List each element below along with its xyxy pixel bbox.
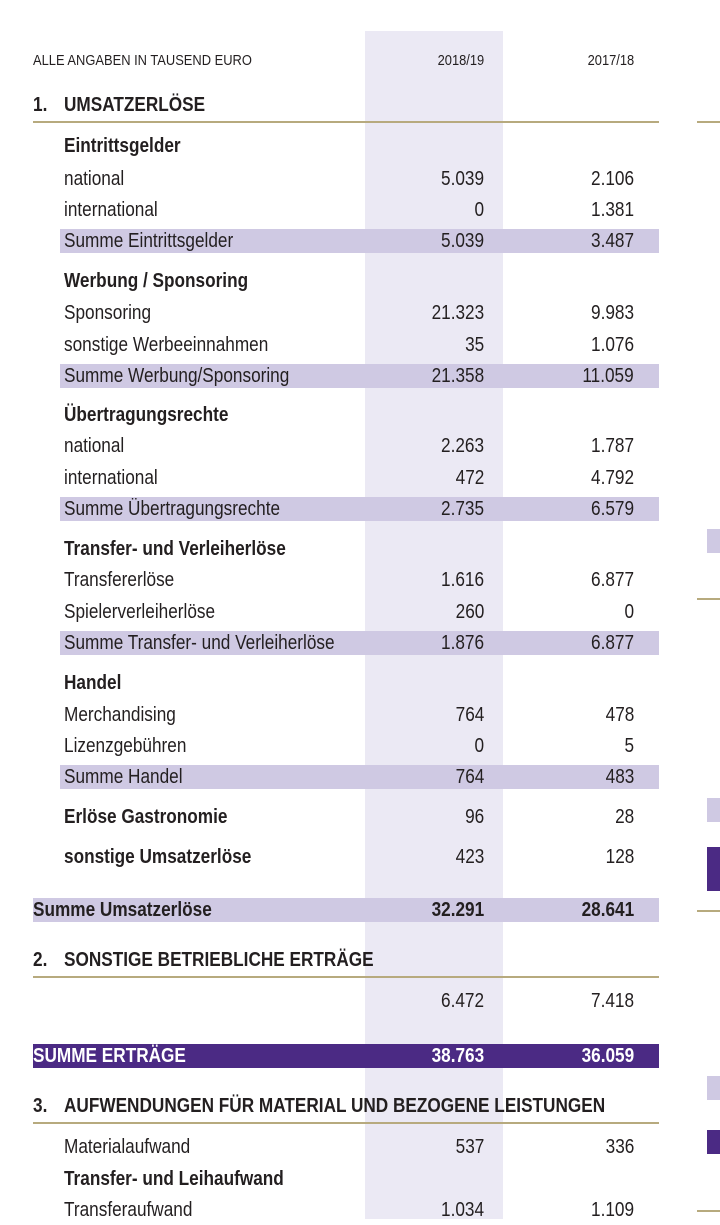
value-2018-19: 96 [464,806,484,828]
row-label: national [64,168,125,190]
section-3-title: AUFWENDUNGEN FÜR MATERIAL UND BEZOGENE L… [64,1095,606,1117]
section-1-number: 1. [33,94,48,116]
section-2-title: SONSTIGE BETRIEBLICHE ERTRÄGE [64,949,374,971]
subtotal-band [60,364,659,388]
row-label: Sponsoring [64,302,152,324]
row-label: Transfererlöse [64,569,175,591]
row-label: Merchandising [64,704,176,726]
row-label: sonstige Werbeeinnahmen [64,334,269,356]
value-2018-19: 537 [455,1136,484,1158]
value-2018-19: 0 [474,199,484,221]
value-2017-18: 0 [624,601,634,623]
subtotal-2017-18: 483 [605,766,634,788]
fragment-rule [697,1210,720,1212]
grand-total-band [33,1044,659,1068]
subtotal-band [60,229,659,253]
value-2017-18: 9.983 [590,302,634,324]
value-2018-19: 6.472 [440,990,484,1012]
value-2018-19: 2.263 [440,435,484,457]
value-2017-18: 478 [605,704,634,726]
section-1-rule [33,121,659,123]
subtotal-label: Summe Übertragungsrechte [64,498,281,520]
group-heading-eintrittsgelder: Eintrittsgelder [64,135,181,157]
fragment-band [707,1076,720,1100]
value-2017-18: 28 [614,806,634,828]
row-label: Transferaufwand [64,1199,193,1221]
subtotal-2017-18: 11.059 [582,365,634,387]
value-2017-18: 5 [624,735,634,757]
value-2017-18: 2.106 [590,168,634,190]
value-2017-18: 1.787 [590,435,634,457]
row-label: international [64,199,158,221]
grand-total-2017-18: 36.059 [581,1045,634,1067]
section-3-number: 3. [33,1095,48,1117]
subtotal-label: Summe Transfer- und Verleiherlöse [64,632,335,654]
fragment-band-dark [707,1130,720,1154]
fragment-rule [697,598,720,600]
value-2017-18: 128 [605,846,634,868]
section-3-rule [33,1122,659,1124]
subtotal-2017-18: 6.579 [590,498,634,520]
value-2017-18: 4.792 [590,467,634,489]
fragment-rule [697,910,720,912]
subtotal-label: Summe Eintrittsgelder [64,230,234,252]
total-band [33,898,659,922]
value-2018-19: 21.323 [431,302,484,324]
value-2018-19: 35 [464,334,484,356]
group-heading-werbung: Werbung / Sponsoring [64,270,249,292]
subtotal-band [60,631,659,655]
grand-total-label: SUMME ERTRÄGE [33,1045,186,1067]
subtotal-label: Summe Werbung/Sponsoring [64,365,290,387]
value-2018-19: 1.616 [440,569,484,591]
row-label: Materialaufwand [64,1136,191,1158]
section-2-number: 2. [33,949,48,971]
group-heading-handel: Handel [64,672,122,694]
value-2018-19: 764 [455,704,484,726]
row-label: international [64,467,158,489]
value-2018-19: 0 [474,735,484,757]
column-header-2018-19: 2018/19 [437,52,484,69]
value-2017-18: 1.381 [590,199,634,221]
subtotal-2018-19: 5.039 [440,230,484,252]
value-2017-18: 1.076 [590,334,634,356]
subtotal-label: Summe Handel [64,766,183,788]
total-2018-19: 32.291 [431,899,484,921]
group-heading-transfer: Transfer- und Verleiherlöse [64,538,286,560]
value-2018-19: 1.034 [440,1199,484,1221]
group-heading-uebertragungsrechte: Übertragungsrechte [64,404,229,426]
total-label: Summe Umsatzerlöse [33,899,212,921]
row-label-sonstige: sonstige Umsatzerlöse [64,846,252,868]
fragment-band [707,529,720,553]
total-2017-18: 28.641 [581,899,634,921]
section-2-rule [33,976,659,978]
value-2018-19: 5.039 [440,168,484,190]
value-2018-19: 423 [455,846,484,868]
value-2017-18: 336 [605,1136,634,1158]
subtotal-2017-18: 6.877 [590,632,634,654]
subtotal-2018-19: 21.358 [431,365,484,387]
row-label: national [64,435,125,457]
section-1-title: UMSATZERLÖSE [64,94,206,116]
fragment-band [707,798,720,822]
value-2017-18: 6.877 [590,569,634,591]
value-2018-19: 472 [455,467,484,489]
value-2017-18: 1.109 [590,1199,634,1221]
value-2018-19: 260 [455,601,484,623]
subtotal-band [60,497,659,521]
column-header-2017-18: 2017/18 [587,52,634,69]
group-heading-transfer-leihaufwand: Transfer- und Leihaufwand [64,1168,284,1190]
row-label: Spielerverleiherlöse [64,601,216,623]
grand-total-2018-19: 38.763 [431,1045,484,1067]
subtotal-2018-19: 2.735 [440,498,484,520]
value-2017-18: 7.418 [590,990,634,1012]
fragment-band-dark [707,847,720,891]
fragment-rule [697,121,720,123]
row-label-gastronomie: Erlöse Gastronomie [64,806,228,828]
units-caption: ALLE ANGABEN IN TAUSEND EURO [33,52,252,69]
subtotal-band [60,765,659,789]
subtotal-2018-19: 1.876 [440,632,484,654]
subtotal-2018-19: 764 [455,766,484,788]
subtotal-2017-18: 3.487 [590,230,634,252]
row-label: Lizenzgebühren [64,735,187,757]
